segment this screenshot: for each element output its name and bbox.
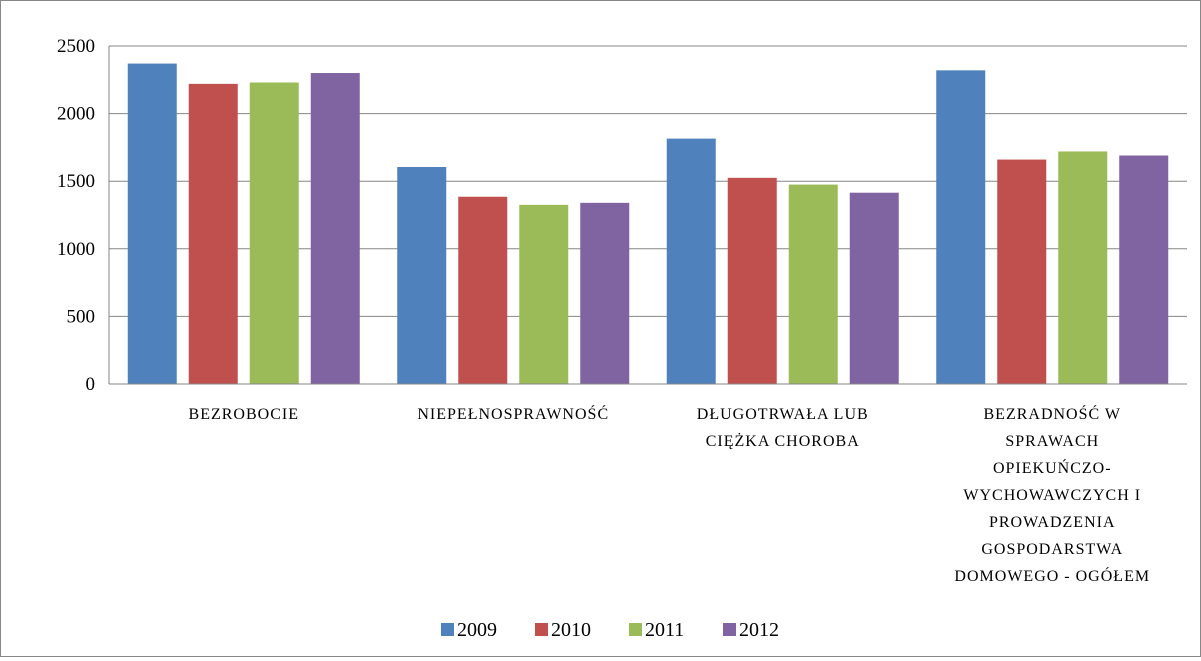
bar-2011 [250,83,299,384]
legend-swatch-2011 [629,623,642,636]
category-label: BEZROBOCIE [189,406,299,423]
bar-2009 [397,167,446,384]
bar-2011 [1058,151,1107,384]
bar-2010 [458,197,507,384]
y-tick-labels: 0 500 1000 1500 2000 2500 [57,36,95,395]
y-tick-label: 2500 [57,36,95,57]
legend-label: 2010 [551,619,591,641]
category-label: PROWADZENIA [989,514,1116,531]
category-label: BEZRADNOŚĆ W [984,404,1122,423]
bar-2011 [789,185,838,384]
y-tick-label: 0 [86,374,96,395]
y-tick-label: 1500 [57,171,95,192]
category-label: WYCHOWAWCZYCH I [963,487,1141,504]
category-label: DŁUGOTRWAŁA LUB [697,406,869,423]
bar-2010 [997,160,1046,384]
category-label: SPRAWACH [1005,433,1099,450]
bar-2012 [1119,156,1168,384]
bar-2012 [311,73,360,384]
legend-swatch-2012 [723,623,736,636]
legend-label: 2012 [739,619,779,641]
category-label: GOSPODARSTWA [981,541,1123,558]
legend-swatch-2010 [535,623,548,636]
bars [128,64,1169,384]
legend: 2009 2010 2011 2012 [441,619,779,641]
category-label: NIEPEŁNOSPRAWNOŚĆ [417,404,609,423]
legend-label: 2009 [457,619,497,641]
legend-label: 2011 [645,619,684,641]
bar-2009 [667,139,716,384]
bar-2012 [580,203,629,384]
category-label: DOMOWEGO - OGÓŁEM [954,566,1150,585]
bar-2010 [728,178,777,384]
bar-2011 [519,205,568,384]
legend-swatch-2009 [441,623,454,636]
y-tick-label: 1000 [57,239,95,260]
bar-2012 [850,193,899,384]
bar-2010 [189,84,238,384]
bar-2009 [936,70,985,384]
y-tick-label: 500 [67,306,96,327]
category-label: OPIEKUŃCZO- [993,458,1112,477]
y-tick-label: 2000 [57,104,95,125]
category-label: CIĘŻKA CHOROBA [706,432,860,450]
bar-2009 [128,64,177,384]
category-labels: BEZROBOCIE NIEPEŁNOSPRAWNOŚĆ DŁUGOTRWAŁA L… [189,404,1151,585]
